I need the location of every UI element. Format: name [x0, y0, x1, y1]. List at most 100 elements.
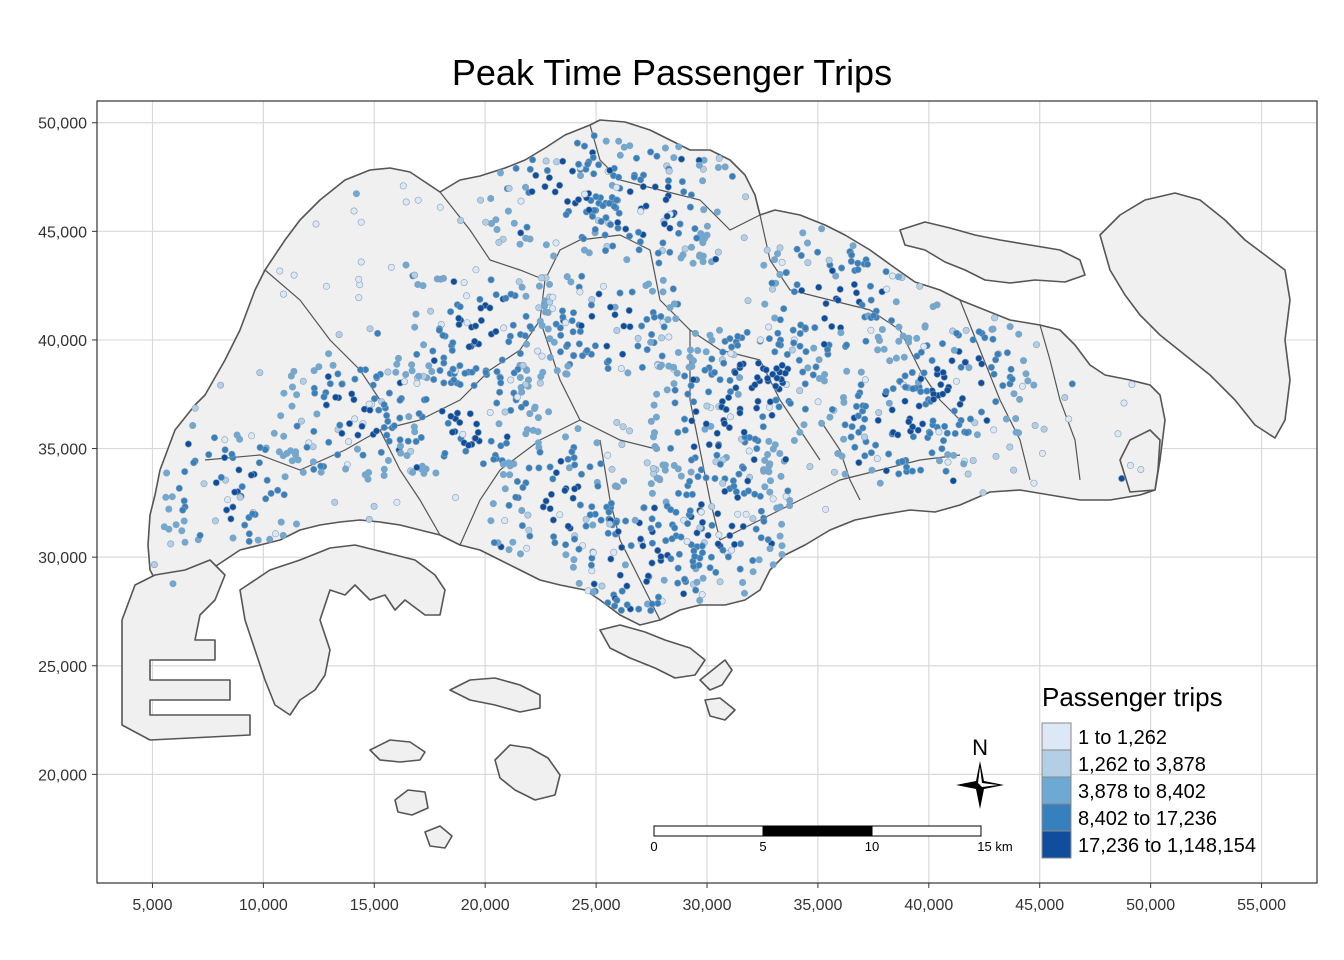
hexagon-cell: [647, 606, 655, 614]
hexagon-cell: [605, 508, 613, 516]
hexagon-cell: [402, 370, 410, 378]
hexagon-cell: [448, 346, 456, 354]
hexagon-cell: [751, 490, 759, 498]
hexagon-cell: [696, 596, 704, 604]
hexagon-cell: [659, 276, 667, 284]
hexagon-cell: [598, 582, 606, 590]
hexagon-cell: [697, 500, 705, 508]
x-tick-label: 45,000: [1015, 897, 1064, 914]
hexagon-cell: [753, 404, 761, 412]
hexagon-cell: [634, 334, 642, 342]
hexagon-cell: [465, 343, 473, 351]
hexagon-cell: [692, 586, 700, 594]
hexagon-cell: [917, 466, 925, 474]
hexagon-cell: [664, 183, 672, 191]
north-arrow-label: N: [972, 735, 988, 760]
hexagon-cell: [638, 322, 646, 330]
hexagon-cell: [714, 248, 722, 256]
hexagon-cell: [546, 335, 554, 343]
hexagon-cell: [590, 580, 598, 588]
hexagon-cell: [756, 336, 764, 344]
hexagon-cell: [615, 173, 623, 181]
scale-bar: 0 5 10 15 km: [650, 825, 1013, 854]
hexagon-cell: [796, 387, 804, 395]
hexagon-cell: [223, 506, 231, 514]
hexagon-cell: [736, 565, 744, 573]
hexagon-cell: [720, 420, 728, 428]
hexagon-cell: [655, 259, 663, 267]
hexagon-cell: [613, 596, 621, 604]
hexagon-cell: [944, 451, 952, 459]
hexagon-cell: [963, 429, 971, 437]
x-tick-label: 50,000: [1126, 897, 1175, 914]
x-tick-label: 20,000: [461, 897, 510, 914]
hexagon-cell: [396, 396, 404, 404]
hexagon-cell: [768, 285, 776, 293]
hexagon-cell: [444, 419, 452, 427]
hexagon-cell: [735, 470, 743, 478]
hexagon-cell: [882, 387, 890, 395]
hexagon-cell: [728, 172, 736, 180]
hexagon-cell: [878, 325, 886, 333]
hexagon-cell: [752, 525, 760, 533]
hexagon-cell: [674, 579, 682, 587]
hexagon-cell: [660, 220, 668, 228]
hexagon-cell: [459, 430, 467, 438]
hexagon-cell: [571, 461, 579, 469]
hexagon-cell: [435, 326, 443, 334]
hexagon-cell: [553, 158, 561, 166]
hexagon-cell: [773, 364, 781, 372]
hexagon-cell: [639, 183, 647, 191]
hexagon-cell: [523, 223, 531, 231]
hexagon-cell: [245, 530, 253, 538]
hexagon-cell: [771, 256, 779, 264]
hexagon-cell: [505, 501, 513, 509]
y-tick-label: 45,000: [38, 224, 87, 241]
southern-island-1: [449, 677, 541, 713]
hexagon-cell: [449, 365, 457, 373]
hexagon-cell: [736, 361, 744, 369]
hexagon-cell: [786, 502, 794, 510]
hexagon-cell: [983, 416, 991, 424]
hexagon-cell: [507, 376, 515, 384]
hexagon-cell: [975, 328, 983, 336]
hexagon-cell: [742, 193, 750, 201]
hexagon-cell: [788, 346, 796, 354]
hexagon-cell: [512, 164, 520, 172]
x-tick-label: 10,000: [239, 897, 288, 914]
hexagon-cell: [778, 258, 786, 266]
hexagon-cell: [1016, 395, 1024, 403]
hexagon-cell: [529, 426, 537, 434]
hexagon-cell: [428, 367, 436, 375]
hexagon-cell: [196, 531, 204, 539]
hexagon-cell: [647, 480, 655, 488]
hexagon-cell: [372, 427, 380, 435]
hexagon-cell: [960, 460, 968, 468]
planning-boundary: [959, 299, 1031, 481]
hexagon-cell: [815, 374, 823, 382]
hexagon-cell: [1012, 428, 1020, 436]
hexagon-cell: [966, 415, 974, 423]
hexagon-cell: [744, 487, 752, 495]
hexagon-cell: [978, 360, 986, 368]
hexagon-cell: [569, 309, 577, 317]
hexagon-cell: [417, 433, 425, 441]
hexagon-cell: [616, 289, 624, 297]
hexagon-cell: [719, 348, 727, 356]
hexagon-cell: [905, 338, 913, 346]
hexagon-cell: [796, 342, 804, 350]
hexagon-cell: [1039, 449, 1047, 457]
hexagon-cell: [1137, 465, 1145, 473]
hexagon-cell: [651, 442, 659, 450]
hexagon-cell: [1008, 375, 1016, 383]
hexagon-cell: [635, 605, 643, 613]
hexagon-cell: [753, 445, 761, 453]
hexagon-cell: [964, 470, 972, 478]
hexagon-cell: [522, 234, 530, 242]
southern-island-2: [494, 744, 561, 801]
hexagon-cell: [857, 368, 865, 376]
hexagon-cell: [859, 424, 867, 432]
hexagon-cell: [450, 376, 458, 384]
hexagon-cell: [1010, 390, 1018, 398]
